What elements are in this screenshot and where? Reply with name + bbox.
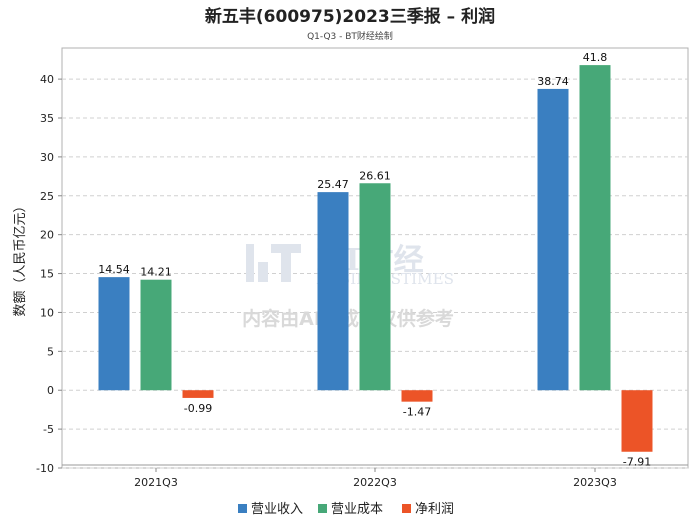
data-label: 26.61 [359,169,391,182]
y-tick-label: 5 [47,345,54,358]
bar [140,279,172,391]
legend-swatch [402,504,411,513]
chart-title: 新五丰(600975)2023三季报 – 利润 [205,6,495,27]
bar [317,192,349,391]
data-label: 38.74 [537,75,569,88]
y-tick-label: 10 [40,306,54,319]
bar [537,88,569,391]
bar [182,390,214,398]
y-tick-label: 20 [40,229,54,242]
bar [98,277,130,391]
y-axis-ticks: -10 -5 0 5 10 15 20 25 30 35 40 [36,73,62,475]
x-category-label: 2021Q3 [134,476,178,489]
legend-label: 营业成本 [331,502,383,517]
y-tick-label: 25 [40,190,54,203]
y-tick-label: 0 [47,384,54,397]
y-axis-label: 数额（人民币亿元） [13,199,28,316]
data-label: 14.54 [98,263,130,276]
data-labels: 14.54 14.21 -0.99 25.47 26.61 -1.47 38.74 41.8 -… [98,51,651,469]
chart-subtitle: Q1-Q3 - BT财经绘制 [307,30,393,42]
legend-swatch [238,504,247,513]
data-label: -1.47 [403,406,431,419]
bt-logo-icon [246,244,301,282]
data-label: -0.99 [184,402,212,415]
y-tick-label: -5 [43,423,54,436]
legend-label: 营业收入 [251,502,303,517]
legend-label: 净利润 [415,502,454,517]
y-tick-label: 35 [40,112,54,125]
y-tick-label: 30 [40,151,54,164]
legend: 营业收入 营业成本 净利润 [238,502,454,517]
y-tick-label: -10 [36,462,54,475]
bar [401,390,433,402]
y-tick-label: 15 [40,268,54,281]
bar [579,65,611,391]
bar [359,183,391,391]
bar [621,390,653,452]
x-category-label: 2023Q3 [573,476,617,489]
x-axis-categories: 2021Q3 2022Q3 2023Q3 [134,468,617,489]
data-label: -7.91 [623,456,651,469]
x-category-label: 2022Q3 [353,476,397,489]
data-label: 41.8 [583,51,608,64]
data-label: 14.21 [140,266,172,279]
data-label: 25.47 [317,178,349,191]
y-tick-label: 40 [40,73,54,86]
bars [98,65,653,452]
legend-swatch [318,504,327,513]
